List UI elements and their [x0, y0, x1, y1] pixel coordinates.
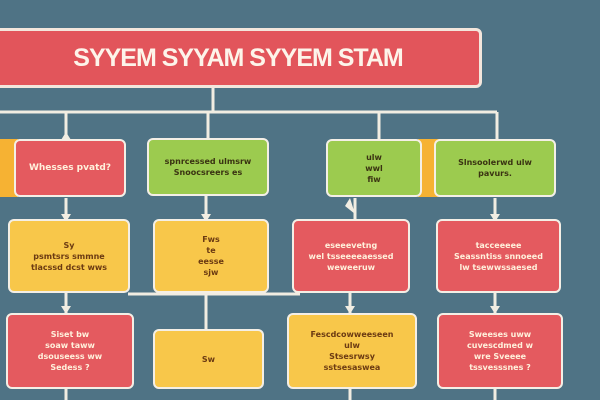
node-text-line: wwl [365, 163, 383, 173]
accent-tab-left [0, 139, 18, 197]
node-text-line: soaw taww [45, 341, 95, 350]
node-text-line: spnrcessed ulmsrw [164, 157, 252, 166]
node-r3-d: Sweeses uww cuvescdmed w wre Sveeee tssvess… [437, 313, 563, 389]
node-text-line: Whesses pvatd? [28, 162, 112, 173]
node-text-line: Sedess ? [50, 363, 90, 372]
node-text-line: Stsesrwsy [329, 352, 375, 361]
node-text-line: dsouseess ww [37, 352, 103, 361]
node-r2-d: tacceeeee Seassntiss snnoeed lw tsewwssaes… [436, 219, 561, 293]
node-r2-b: Fws te eesse sjw [153, 219, 269, 293]
node-text-line: ulw [344, 341, 360, 350]
node-text-line: lw tsewwssaesed [459, 262, 538, 272]
node-text-line: sstsesaswea [323, 363, 381, 372]
node-r3-a: Siset bw soaw taww dsouseess ww Sedess ? [6, 313, 134, 389]
node-text-line: eesse [198, 257, 224, 266]
node-r3-c: Fescdcowweeseen ulw Stsesrwsy sstsesaswea [287, 313, 417, 389]
node-text-line: tlacssd dcst wws [30, 262, 108, 272]
node-text-line: wel tsseeeeaessed [308, 251, 394, 261]
node-text-line: Seassntiss snnoeed [454, 251, 543, 261]
node-text-line: te [206, 246, 216, 255]
node-r1-d: Slnsoolerwd ulw pavurs. [434, 139, 556, 197]
node-text-line: fiw [367, 174, 381, 184]
node-text-line: tacceeeee [475, 240, 522, 250]
node-r1-c: ulw wwl fiw [326, 139, 422, 197]
node-text-line: Sweeses uww [468, 330, 532, 339]
node-text-line: Snoocsreers es [173, 168, 243, 177]
node-text-line: wre Sveeee [473, 352, 527, 361]
node-text-line: Sy [63, 240, 75, 250]
node-text-line: psmtsrs smmne [33, 251, 105, 261]
node-text-line: Fws [202, 235, 220, 244]
node-text-line: cuvescdmed w [467, 341, 533, 350]
node-text-line: sjw [203, 268, 219, 277]
node-r1-b: spnrcessed ulmsrw Snoocsreers es [147, 138, 269, 196]
node-text-line: Siset bw [50, 330, 90, 339]
node-r1-a: Whesses pvatd? [14, 139, 126, 197]
node-text-line: eseeevetng [324, 240, 378, 250]
node-r3-b: Sw [153, 329, 264, 389]
node-text-line: pavurs. [478, 169, 512, 178]
diagram-title: SYYEM SYYAM SYYEM STAM [0, 28, 482, 88]
node-text-line: weweeruw [326, 262, 376, 272]
node-text-line: Slnsoolerwd ulw [458, 158, 532, 167]
node-text-line: tssvesssnes ? [469, 363, 531, 372]
node-r2-c: eseeevetng wel tsseeeeaessed weweeruw [292, 219, 410, 293]
node-text-line: Sw [201, 354, 216, 364]
node-text-line: ulw [366, 152, 382, 162]
node-r2-a: Sy psmtsrs smmne tlacssd dcst wws [8, 219, 130, 293]
node-text-line: Fescdcowweeseen [310, 330, 394, 339]
